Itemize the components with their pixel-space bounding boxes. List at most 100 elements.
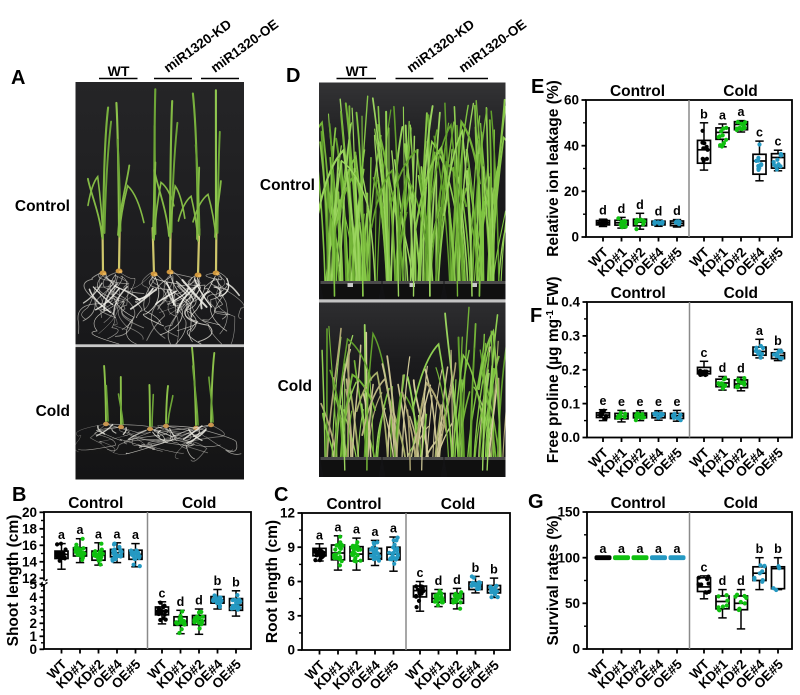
svg-text:d: d [655, 205, 663, 219]
svg-text:c: c [417, 566, 424, 580]
svg-text:a: a [655, 542, 663, 556]
svg-text:Free proline (µg mg-1 FW): Free proline (µg mg-1 FW) [545, 276, 563, 463]
svg-text:a: a [600, 542, 608, 556]
svg-text:d: d [737, 574, 745, 588]
svg-text:c: c [701, 560, 708, 574]
svg-text:e: e [655, 395, 662, 409]
svg-text:12: 12 [280, 506, 295, 521]
svg-text:100: 100 [557, 550, 580, 565]
svg-text:a: a [335, 520, 343, 534]
svg-text:150: 150 [557, 505, 580, 520]
svg-text:d: d [195, 594, 203, 608]
svg-text:60: 60 [564, 93, 579, 108]
svg-text:Relative ion leakage (%): Relative ion leakage (%) [545, 80, 562, 257]
svg-text:d: d [453, 573, 461, 587]
svg-text:0: 0 [287, 643, 295, 658]
svg-text:2: 2 [29, 616, 37, 631]
svg-text:c: c [775, 135, 782, 149]
svg-text:a: a [58, 528, 66, 542]
svg-text:6: 6 [287, 574, 295, 589]
svg-text:50: 50 [565, 596, 580, 611]
svg-text:Cold: Cold [724, 495, 758, 512]
svg-text:a: a [756, 324, 764, 338]
svg-text:c: c [159, 586, 166, 600]
svg-text:0.2: 0.2 [561, 362, 580, 377]
svg-text:Control: Control [611, 285, 666, 302]
svg-text:Control: Control [326, 496, 381, 513]
svg-text:d: d [719, 574, 727, 588]
svg-text:d: d [673, 204, 681, 218]
svg-text:Cold: Cold [723, 83, 757, 100]
svg-text:d: d [618, 202, 626, 216]
svg-text:WT: WT [108, 63, 130, 79]
svg-text:Control: Control [260, 177, 315, 194]
svg-text:12: 12 [22, 571, 37, 586]
svg-text:4: 4 [29, 590, 37, 605]
svg-text:a: a [719, 109, 727, 123]
svg-text:0: 0 [571, 230, 579, 245]
svg-text:e: e [600, 394, 607, 408]
svg-text:E: E [531, 76, 544, 98]
svg-text:b: b [700, 107, 708, 121]
svg-text:a: a [674, 542, 682, 556]
svg-text:a: a [353, 523, 361, 537]
svg-text:c: c [701, 346, 708, 360]
svg-text:5: 5 [29, 577, 37, 592]
svg-text:a: a [95, 527, 103, 541]
svg-text:Control: Control [610, 83, 665, 100]
svg-text:d: d [177, 595, 185, 609]
svg-text:Root length (cm): Root length (cm) [264, 520, 281, 643]
svg-text:Cold: Cold [278, 378, 312, 395]
svg-text:b: b [774, 542, 782, 556]
svg-text:WT: WT [346, 63, 368, 79]
svg-text:0.0: 0.0 [561, 430, 580, 445]
svg-text:Cold: Cold [36, 403, 70, 420]
svg-text:a: a [114, 527, 122, 541]
svg-text:d: d [435, 574, 443, 588]
svg-text:0.4: 0.4 [561, 295, 580, 310]
svg-text:18: 18 [22, 522, 38, 537]
svg-text:Cold: Cold [182, 495, 216, 512]
svg-text:b: b [214, 574, 222, 588]
svg-text:1: 1 [29, 629, 37, 644]
svg-text:a: a [132, 528, 140, 542]
svg-text:3: 3 [29, 603, 37, 618]
svg-text:d: d [636, 198, 644, 212]
svg-text:d: d [599, 204, 607, 218]
svg-text:b: b [774, 334, 782, 348]
svg-text:d: d [737, 362, 745, 376]
svg-text:16: 16 [22, 538, 38, 553]
svg-text:0.3: 0.3 [561, 329, 580, 344]
svg-text:A: A [11, 67, 25, 89]
svg-text:9: 9 [287, 540, 295, 555]
svg-text:Survival rates (%): Survival rates (%) [545, 515, 562, 645]
svg-text:a: a [372, 525, 380, 539]
svg-text:C: C [274, 484, 288, 506]
svg-text:Control: Control [15, 198, 70, 215]
svg-text:d: d [719, 361, 727, 375]
svg-text:20: 20 [564, 184, 579, 199]
svg-text:e: e [618, 395, 625, 409]
svg-text:G: G [528, 491, 544, 513]
svg-text:Shoot length (cm): Shoot length (cm) [5, 515, 22, 647]
svg-text:Control: Control [68, 495, 123, 512]
svg-text:a: a [618, 542, 626, 556]
svg-text:b: b [472, 561, 480, 575]
svg-text:0.1: 0.1 [561, 396, 580, 411]
svg-text:Cold: Cold [724, 285, 758, 302]
svg-text:14: 14 [22, 555, 38, 570]
svg-text:a: a [738, 105, 746, 119]
svg-text:e: e [637, 395, 644, 409]
svg-text:a: a [316, 528, 324, 542]
svg-text:0: 0 [29, 642, 37, 657]
svg-text:e: e [674, 395, 681, 409]
svg-text:Control: Control [611, 495, 666, 512]
svg-text:40: 40 [564, 138, 579, 153]
svg-text:c: c [756, 126, 763, 140]
svg-text:F: F [530, 305, 542, 327]
svg-text:D: D [286, 65, 300, 87]
svg-text:B: B [12, 484, 26, 506]
svg-text:0: 0 [572, 642, 580, 657]
svg-text:b: b [232, 575, 240, 589]
svg-text:20: 20 [22, 505, 37, 520]
